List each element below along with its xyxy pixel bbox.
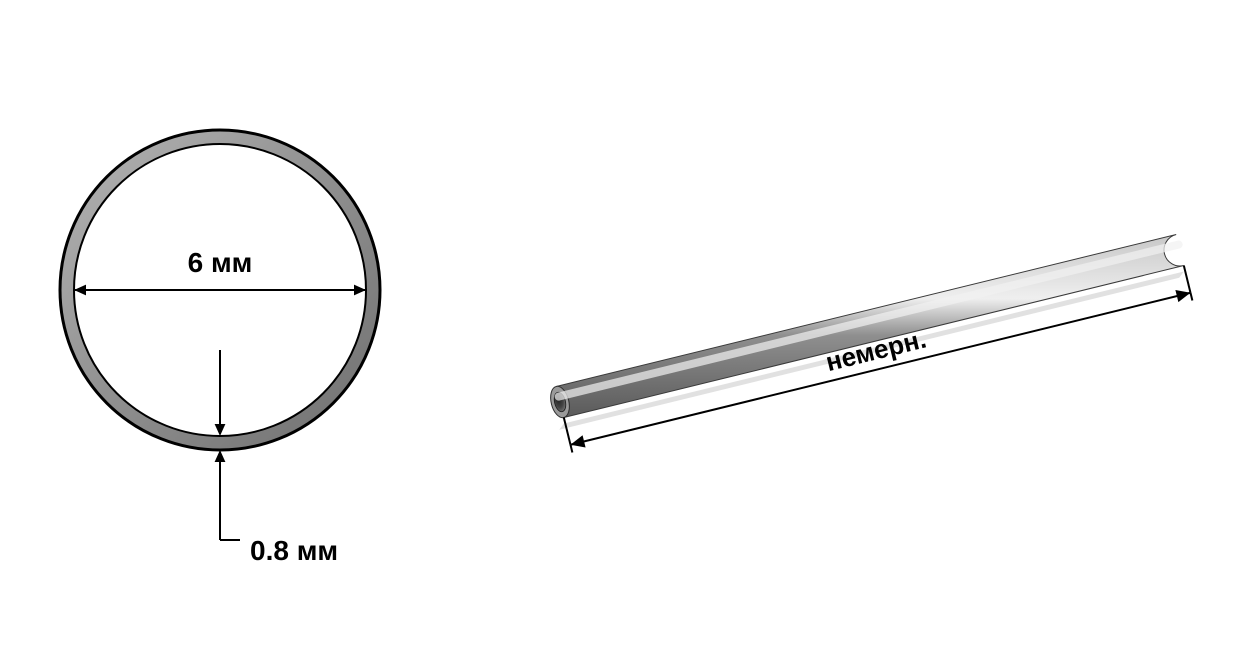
diameter-label: 6 мм [188,247,253,278]
side-view: немерн. [548,234,1193,452]
diagram-svg: 6 мм 0.8 мм немерн. [0,0,1240,660]
diagram-stage: 6 мм 0.8 мм немерн. [0,0,1240,660]
cross-section: 6 мм 0.8 мм [60,130,380,566]
wall-thickness-label: 0.8 мм [250,535,338,566]
